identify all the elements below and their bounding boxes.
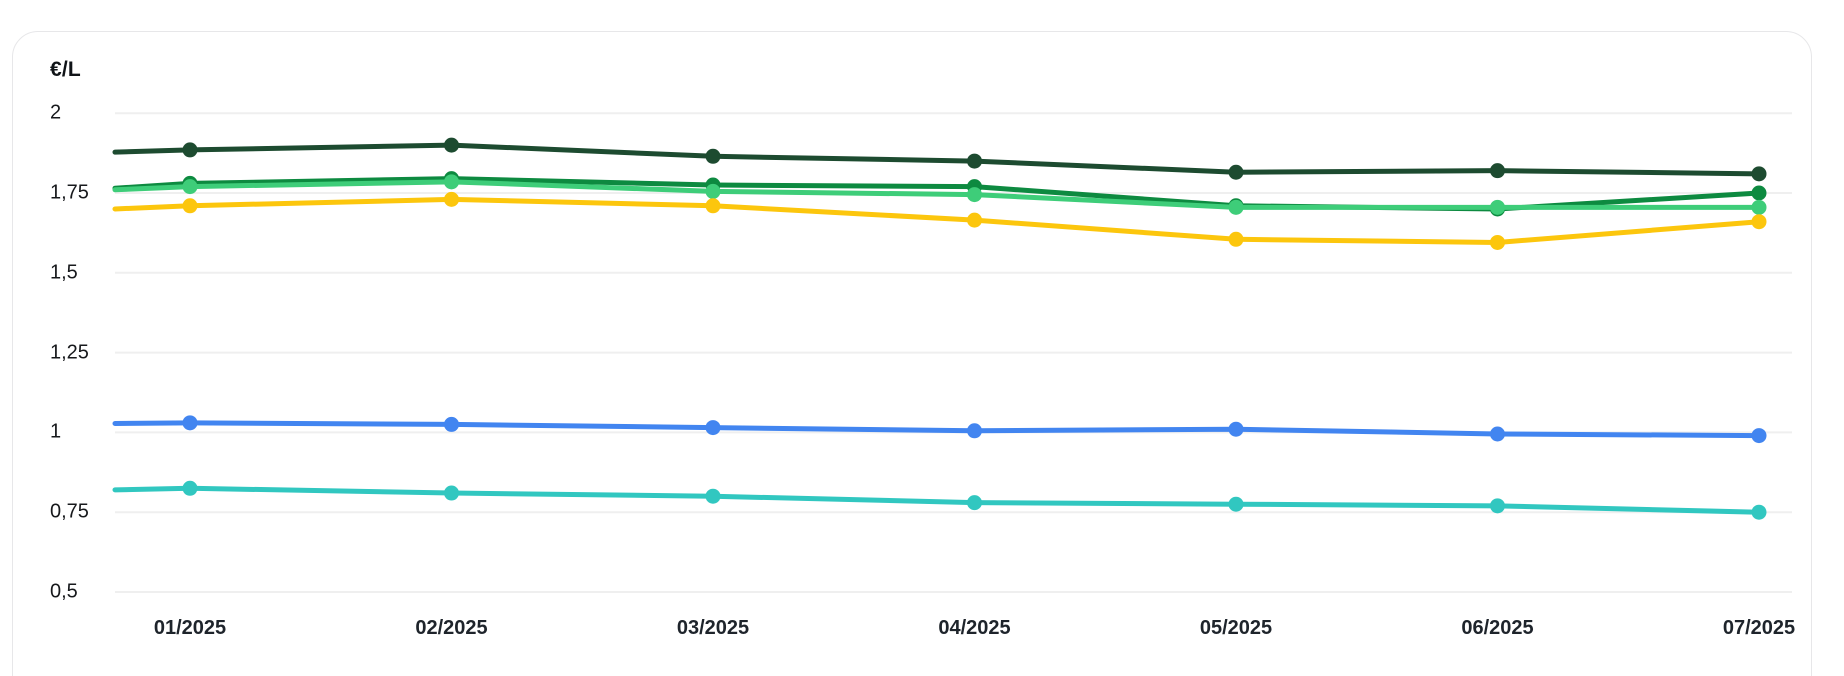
data-point-teal[interactable] (967, 495, 982, 511)
data-point-light-green[interactable] (182, 179, 198, 195)
data-point-blue[interactable] (705, 420, 721, 436)
series-line-dark-green (112, 142, 1762, 177)
data-point-teal[interactable] (705, 488, 721, 504)
data-point-blue[interactable] (1228, 421, 1244, 437)
x-axis-label: 06/2025 (1461, 617, 1534, 639)
data-point-blue[interactable] (182, 415, 198, 431)
x-axis-label: 02/2025 (415, 617, 488, 639)
data-point-dark-green[interactable] (1490, 163, 1505, 179)
data-point-light-green[interactable] (705, 183, 721, 199)
data-point-light-green[interactable] (1751, 199, 1767, 215)
data-point-teal[interactable] (182, 480, 198, 496)
data-point-light-green[interactable] (1228, 199, 1244, 215)
series-line-teal (112, 485, 1762, 515)
data-point-teal[interactable] (1490, 498, 1505, 514)
data-point-light-green[interactable] (967, 187, 982, 203)
data-point-yellow[interactable] (444, 191, 459, 207)
data-point-teal[interactable] (1751, 504, 1767, 520)
data-point-dark-green[interactable] (967, 153, 982, 169)
y-axis-tick-label: 1 (50, 420, 62, 443)
data-point-light-green[interactable] (1490, 199, 1505, 215)
series-dark-green (112, 137, 1767, 182)
data-point-yellow[interactable] (1490, 234, 1505, 250)
data-point-yellow[interactable] (705, 198, 721, 214)
y-axis-tick-label: 1,75 (50, 181, 89, 204)
x-axis-label: 01/2025 (153, 617, 227, 639)
series-light-green (112, 174, 1767, 215)
data-point-light-green[interactable] (444, 174, 459, 190)
data-point-teal[interactable] (1228, 496, 1244, 512)
x-axis-label: 03/2025 (676, 617, 750, 639)
series-teal (112, 480, 1767, 520)
x-axis-label: 05/2025 (1199, 617, 1273, 639)
y-axis-tick-label: 0,5 (50, 580, 78, 603)
series-line-light-green (112, 179, 1762, 210)
data-point-blue[interactable] (1751, 428, 1767, 444)
data-point-blue[interactable] (967, 423, 982, 439)
y-axis-tick-label: 1,5 (50, 261, 78, 284)
data-point-dark-green[interactable] (1228, 164, 1244, 180)
data-point-teal[interactable] (444, 485, 459, 501)
data-point-dark-green[interactable] (705, 148, 721, 164)
series-yellow (112, 191, 1767, 250)
data-point-blue[interactable] (444, 416, 459, 432)
series-blue (112, 415, 1767, 444)
y-axis-title: €/L (50, 58, 81, 81)
x-axis-label: 04/2025 (938, 617, 1011, 639)
data-point-medium-green[interactable] (1751, 185, 1767, 201)
data-point-yellow[interactable] (1228, 231, 1244, 247)
data-point-yellow[interactable] (967, 212, 982, 228)
y-axis-tick-label: 0,75 (50, 500, 89, 523)
y-axis-tick-label: 2 (50, 101, 62, 124)
data-point-yellow[interactable] (1751, 214, 1767, 230)
data-point-dark-green[interactable] (1751, 166, 1767, 182)
data-point-yellow[interactable] (182, 198, 198, 214)
x-axis-label: 07/2025 (1722, 617, 1796, 639)
series-line-yellow (112, 196, 1762, 245)
data-point-blue[interactable] (1490, 426, 1505, 442)
series-line-blue (112, 420, 1762, 439)
data-point-dark-green[interactable] (182, 142, 198, 158)
data-point-dark-green[interactable] (444, 137, 459, 153)
y-axis-tick-label: 1,25 (50, 341, 89, 364)
